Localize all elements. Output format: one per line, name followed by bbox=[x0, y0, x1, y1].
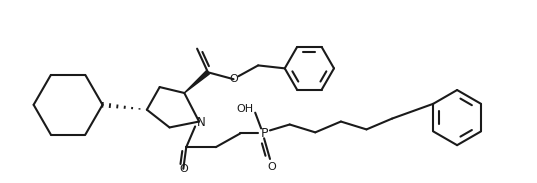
Polygon shape bbox=[184, 71, 209, 93]
Text: OH: OH bbox=[237, 104, 254, 114]
Text: O: O bbox=[229, 74, 238, 84]
Text: O: O bbox=[179, 164, 188, 174]
Text: O: O bbox=[267, 162, 277, 172]
Text: N: N bbox=[197, 116, 206, 129]
Text: P: P bbox=[260, 127, 268, 140]
